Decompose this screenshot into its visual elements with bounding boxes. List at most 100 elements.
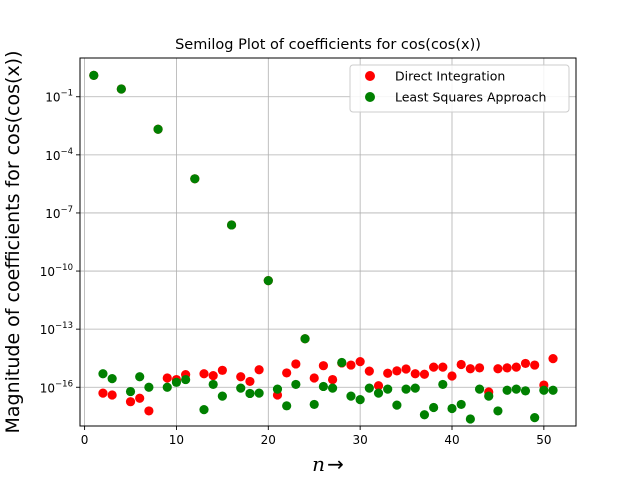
- point-least-squares-approach: [309, 399, 319, 410]
- y-tick-label: 10−10: [40, 263, 73, 279]
- point-direct-integration: [236, 372, 246, 382]
- point-direct-integration: [465, 364, 475, 374]
- point-least-squares-approach: [530, 413, 540, 423]
- point-least-squares-approach: [456, 399, 466, 410]
- x-tick-label: 10: [169, 433, 184, 447]
- point-least-squares-approach: [392, 400, 402, 410]
- point-least-squares-approach: [217, 391, 227, 401]
- legend-marker-direct-integration: [365, 71, 375, 81]
- point-direct-integration: [493, 364, 503, 374]
- point-least-squares-approach: [208, 379, 218, 390]
- point-least-squares-approach: [98, 369, 108, 379]
- point-least-squares-approach: [190, 174, 200, 184]
- legend: Direct Integration Least Squares Approac…: [349, 64, 570, 113]
- legend-marker-least-squares: [365, 92, 375, 102]
- point-least-squares-approach: [410, 383, 420, 393]
- legend-label-direct-integration: Direct Integration: [395, 69, 505, 84]
- y-axis-ticks: 10−16 10−13 10−10 10−7 10−4 10−1: [40, 89, 80, 395]
- point-least-squares-approach: [263, 276, 273, 286]
- point-direct-integration: [456, 359, 466, 370]
- point-direct-integration: [318, 361, 329, 371]
- x-tick-label: 50: [536, 433, 551, 447]
- x-tick-label: 20: [261, 433, 276, 447]
- point-direct-integration: [392, 366, 402, 376]
- point-direct-integration: [309, 373, 319, 383]
- point-least-squares-approach: [272, 384, 283, 394]
- x-axis-ticks: 0 10 20 30 40 50: [81, 426, 551, 447]
- point-direct-integration: [520, 358, 531, 369]
- point-direct-integration: [447, 371, 457, 381]
- point-direct-integration: [355, 357, 365, 367]
- point-direct-integration: [429, 362, 439, 372]
- x-tick-label: 30: [353, 433, 368, 447]
- point-least-squares-approach: [236, 383, 246, 393]
- point-least-squares-approach: [199, 405, 209, 415]
- point-least-squares-approach: [520, 386, 531, 396]
- point-direct-integration: [401, 364, 411, 374]
- point-least-squares-approach: [226, 220, 237, 230]
- point-least-squares-approach: [300, 334, 310, 344]
- x-tick-label: 40: [444, 433, 459, 447]
- point-direct-integration: [107, 390, 117, 400]
- point-direct-integration: [474, 363, 485, 373]
- point-least-squares-approach: [401, 384, 411, 394]
- point-least-squares-approach: [539, 385, 549, 395]
- point-least-squares-approach: [484, 391, 494, 401]
- point-direct-integration: [282, 368, 292, 378]
- point-direct-integration: [502, 363, 512, 373]
- point-direct-integration: [410, 369, 420, 379]
- point-least-squares-approach: [327, 383, 338, 393]
- legend-label-least-squares: Least Squares Approach: [395, 90, 546, 105]
- point-least-squares-approach: [162, 382, 172, 392]
- chart-title: Semilog Plot of coefficients for cos(cos…: [175, 37, 481, 53]
- point-least-squares-approach: [429, 402, 439, 413]
- data-points: [89, 70, 558, 424]
- point-direct-integration: [144, 406, 154, 416]
- y-tick-label: 10−4: [45, 147, 73, 163]
- y-tick-label: 10−13: [40, 321, 73, 337]
- point-least-squares-approach: [548, 385, 558, 395]
- point-direct-integration: [208, 371, 218, 381]
- point-direct-integration: [135, 393, 145, 403]
- point-least-squares-approach: [318, 381, 329, 392]
- point-least-squares-approach: [438, 379, 448, 390]
- point-least-squares-approach: [144, 382, 154, 392]
- point-least-squares-approach: [135, 372, 145, 382]
- point-direct-integration: [364, 366, 374, 376]
- plot-frame: [79, 57, 577, 427]
- x-tick-label: 0: [81, 433, 89, 447]
- point-direct-integration: [98, 388, 108, 398]
- point-direct-integration: [438, 362, 448, 372]
- y-axis-label: Magnitude of coefficients for cos(cos(x)…: [2, 50, 24, 433]
- x-axis-label: n →: [312, 452, 344, 476]
- point-least-squares-approach: [245, 388, 255, 399]
- point-least-squares-approach: [291, 379, 301, 390]
- point-least-squares-approach: [254, 388, 264, 398]
- point-direct-integration: [254, 365, 264, 375]
- y-tick-label: 10−16: [40, 379, 73, 395]
- point-direct-integration: [346, 360, 356, 370]
- point-direct-integration: [383, 368, 393, 378]
- point-direct-integration: [373, 381, 384, 391]
- grid-lines: [80, 58, 576, 426]
- point-least-squares-approach: [125, 386, 136, 397]
- x-axis-label-arrow: →: [327, 452, 344, 476]
- point-least-squares-approach: [502, 385, 512, 395]
- point-least-squares-approach: [364, 383, 374, 393]
- point-least-squares-approach: [383, 384, 393, 394]
- point-least-squares-approach: [419, 410, 430, 420]
- point-least-squares-approach: [116, 84, 126, 94]
- point-direct-integration: [530, 360, 540, 370]
- legend-box: [349, 64, 570, 113]
- point-least-squares-approach: [346, 391, 356, 401]
- point-least-squares-approach: [447, 403, 457, 414]
- point-least-squares-approach: [474, 384, 485, 394]
- point-direct-integration: [291, 359, 301, 369]
- point-least-squares-approach: [171, 377, 182, 387]
- point-least-squares-approach: [282, 401, 292, 411]
- x-axis-label-var: n: [312, 452, 325, 476]
- point-direct-integration: [162, 373, 172, 383]
- point-least-squares-approach: [107, 374, 117, 384]
- point-least-squares-approach: [153, 124, 163, 134]
